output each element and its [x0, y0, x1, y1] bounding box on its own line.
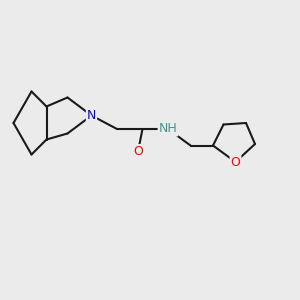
Text: O: O: [133, 145, 143, 158]
Text: N: N: [87, 109, 96, 122]
Text: NH: NH: [159, 122, 177, 136]
Text: O: O: [231, 155, 240, 169]
